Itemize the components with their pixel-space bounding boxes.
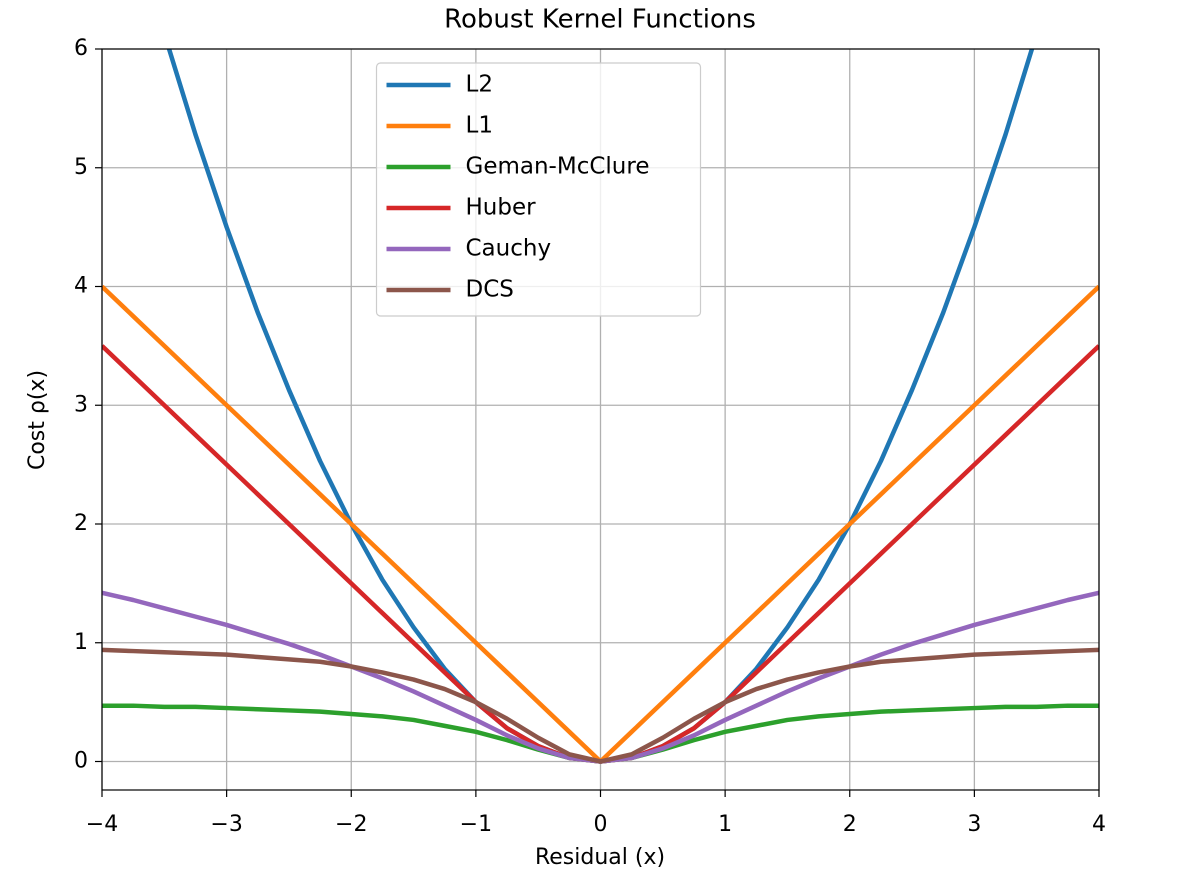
y-tick-label: 0 — [74, 749, 88, 774]
y-tick-label: 5 — [74, 155, 88, 180]
legend-label: L1 — [466, 113, 493, 139]
y-axis-label: Cost ρ(x) — [25, 370, 50, 470]
x-tick-label: −2 — [335, 812, 367, 837]
x-tick-label: 2 — [843, 812, 857, 837]
x-tick-label: 3 — [967, 812, 981, 837]
ticks: −4 −3 −2 −1 0 1 2 3 4 0 1 2 3 4 5 6 — [74, 36, 1106, 837]
x-tick-label: 1 — [718, 812, 732, 837]
y-tick-label: 4 — [74, 274, 88, 299]
chart-title: Robust Kernel Functions — [444, 5, 756, 35]
y-tick-label: 2 — [74, 511, 88, 536]
legend-label: Geman-McClure — [466, 154, 650, 180]
x-tick-label: 4 — [1092, 812, 1106, 837]
plot-area — [102, 49, 1099, 764]
legend: L2 L1 Geman-McClure Huber Cauchy DCS — [375, 62, 702, 317]
legend-label: DCS — [466, 277, 514, 303]
series-line — [102, 647, 1099, 764]
x-tick-label: −4 — [86, 812, 118, 837]
x-tick-label: 0 — [594, 812, 608, 837]
legend-label: Huber — [466, 195, 537, 221]
x-axis-label: Residual (x) — [535, 845, 665, 870]
x-tick-label: −1 — [460, 812, 492, 837]
y-tick-label: 6 — [74, 36, 88, 61]
legend-box — [375, 62, 702, 317]
y-tick-label: 1 — [74, 630, 88, 655]
x-tick-label: −3 — [210, 812, 242, 837]
y-tick-label: 3 — [74, 392, 88, 417]
legend-label: Cauchy — [466, 236, 552, 262]
legend-label: L2 — [466, 72, 493, 98]
